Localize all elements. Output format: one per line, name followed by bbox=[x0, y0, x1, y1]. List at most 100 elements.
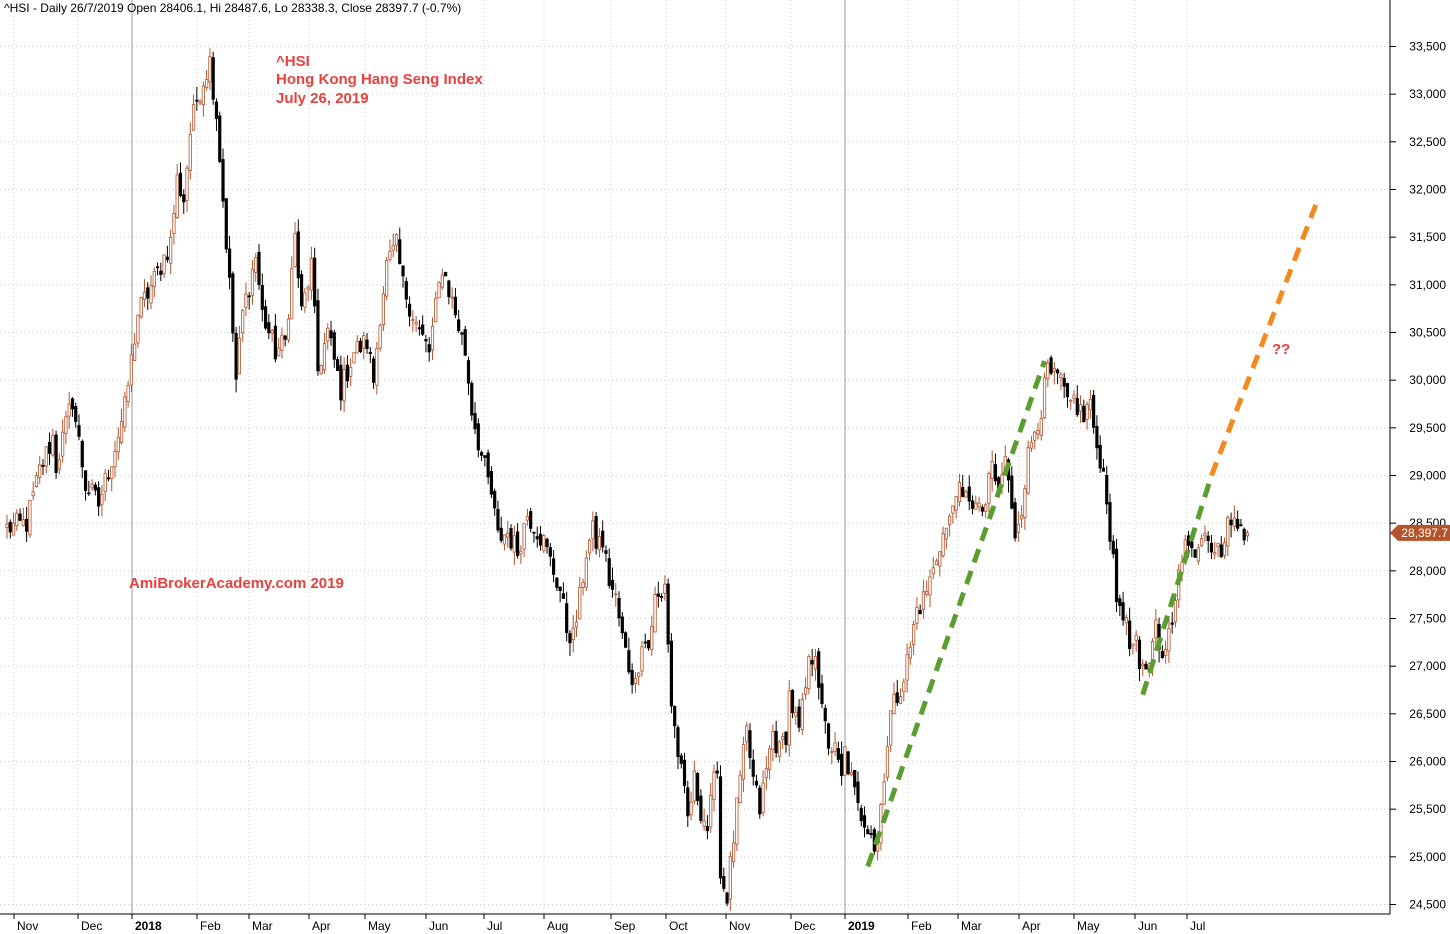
candle-body-up bbox=[934, 560, 939, 565]
candle bbox=[515, 523, 520, 559]
candle-body-up bbox=[57, 459, 61, 470]
candle bbox=[1216, 542, 1220, 557]
candle-body-down bbox=[869, 832, 873, 835]
candle bbox=[843, 745, 847, 776]
candle bbox=[450, 287, 454, 309]
y-tick-label: 31,000 bbox=[1409, 278, 1446, 292]
candle bbox=[964, 489, 968, 498]
trend-lines bbox=[865, 202, 1319, 868]
candle bbox=[882, 773, 886, 806]
candle-body-up bbox=[921, 591, 926, 610]
candle-body-down bbox=[1092, 394, 1096, 428]
candle bbox=[1114, 538, 1119, 613]
candle-body-down bbox=[165, 256, 169, 261]
candle-body-down bbox=[473, 413, 477, 430]
candle-body-down bbox=[826, 723, 831, 749]
candle-body-up bbox=[237, 337, 241, 375]
candle bbox=[699, 789, 703, 824]
candle bbox=[1219, 536, 1223, 558]
candle-body-down bbox=[93, 484, 97, 491]
candle-body-down bbox=[669, 640, 674, 707]
y-tick-label: 25,500 bbox=[1409, 802, 1446, 816]
candle bbox=[434, 291, 438, 323]
candle-body-down bbox=[401, 265, 405, 277]
candle-body-down bbox=[74, 406, 78, 422]
candle bbox=[381, 286, 385, 332]
candle-body-up bbox=[270, 330, 274, 334]
candle bbox=[1098, 435, 1102, 473]
candle bbox=[1033, 430, 1037, 450]
candle bbox=[954, 495, 958, 519]
candle-body-down bbox=[155, 266, 160, 269]
candle-body-down bbox=[676, 727, 680, 758]
candle bbox=[862, 806, 867, 838]
y-tick-label: 33,500 bbox=[1409, 40, 1446, 54]
candle bbox=[270, 328, 274, 342]
candle-body-down bbox=[1118, 598, 1122, 606]
candle-body-down bbox=[1095, 425, 1099, 449]
candle bbox=[519, 545, 523, 564]
candle bbox=[470, 380, 474, 421]
candle-body-up bbox=[362, 335, 366, 349]
candle-body-down bbox=[453, 296, 458, 316]
candle bbox=[244, 282, 248, 317]
candle-body-up bbox=[277, 347, 281, 357]
y-tick-label: 30,000 bbox=[1409, 373, 1446, 387]
candle-body-up bbox=[581, 582, 585, 588]
candle bbox=[273, 313, 277, 363]
candle-body-down bbox=[1190, 541, 1194, 549]
candle bbox=[1023, 484, 1027, 530]
candle-body-up bbox=[241, 310, 245, 334]
candle-body-up bbox=[142, 291, 147, 300]
candle bbox=[571, 615, 575, 653]
candle bbox=[182, 189, 186, 214]
candle-body-down bbox=[404, 281, 408, 300]
candle-body-down bbox=[466, 360, 471, 384]
candle-body-down bbox=[529, 511, 533, 529]
candle-body-up bbox=[149, 285, 153, 304]
candle-body-up bbox=[1167, 628, 1171, 652]
candle bbox=[715, 761, 719, 779]
candle bbox=[453, 288, 458, 319]
annotation-question-marks: ?? bbox=[1272, 341, 1290, 358]
candle bbox=[1082, 399, 1086, 423]
candle bbox=[1069, 398, 1073, 410]
candle-body-up bbox=[38, 464, 42, 478]
candle bbox=[957, 473, 962, 507]
candle bbox=[607, 548, 611, 589]
candle-body-down bbox=[221, 159, 225, 202]
candle bbox=[74, 402, 78, 428]
candle-body-up bbox=[1134, 634, 1138, 641]
candle-body-down bbox=[41, 464, 45, 467]
candle-body-up bbox=[1245, 532, 1250, 537]
candle bbox=[388, 239, 392, 262]
candle bbox=[407, 296, 412, 327]
annotation-index-name: Hong Kong Hang Seng Index bbox=[276, 71, 483, 88]
candle-body-down bbox=[80, 440, 84, 468]
candle bbox=[257, 243, 261, 290]
candle bbox=[67, 391, 71, 429]
candle bbox=[1111, 535, 1115, 559]
candle-body-up bbox=[925, 591, 929, 596]
annotation-date: July 26, 2019 bbox=[276, 90, 369, 107]
candle bbox=[794, 706, 798, 725]
candle-body-up bbox=[191, 104, 196, 131]
candle bbox=[473, 402, 477, 435]
candle-body-down bbox=[607, 558, 611, 587]
candle bbox=[208, 48, 212, 90]
y-tick-label: 26,500 bbox=[1409, 707, 1446, 721]
candle-body-up bbox=[378, 325, 382, 349]
candle bbox=[1154, 609, 1158, 649]
candle bbox=[728, 851, 732, 911]
candle-body-up bbox=[188, 133, 192, 172]
x-tick-label: Jul bbox=[1190, 919, 1205, 933]
candle-body-up bbox=[450, 296, 454, 299]
candle-body-down bbox=[483, 455, 487, 458]
y-tick-label: 29,500 bbox=[1409, 421, 1446, 435]
candle-body-up bbox=[430, 325, 435, 351]
candle-body-up bbox=[1039, 418, 1043, 436]
candle bbox=[1092, 389, 1096, 434]
candle bbox=[77, 414, 81, 441]
candle-body-down bbox=[457, 319, 461, 331]
candle bbox=[155, 262, 160, 276]
